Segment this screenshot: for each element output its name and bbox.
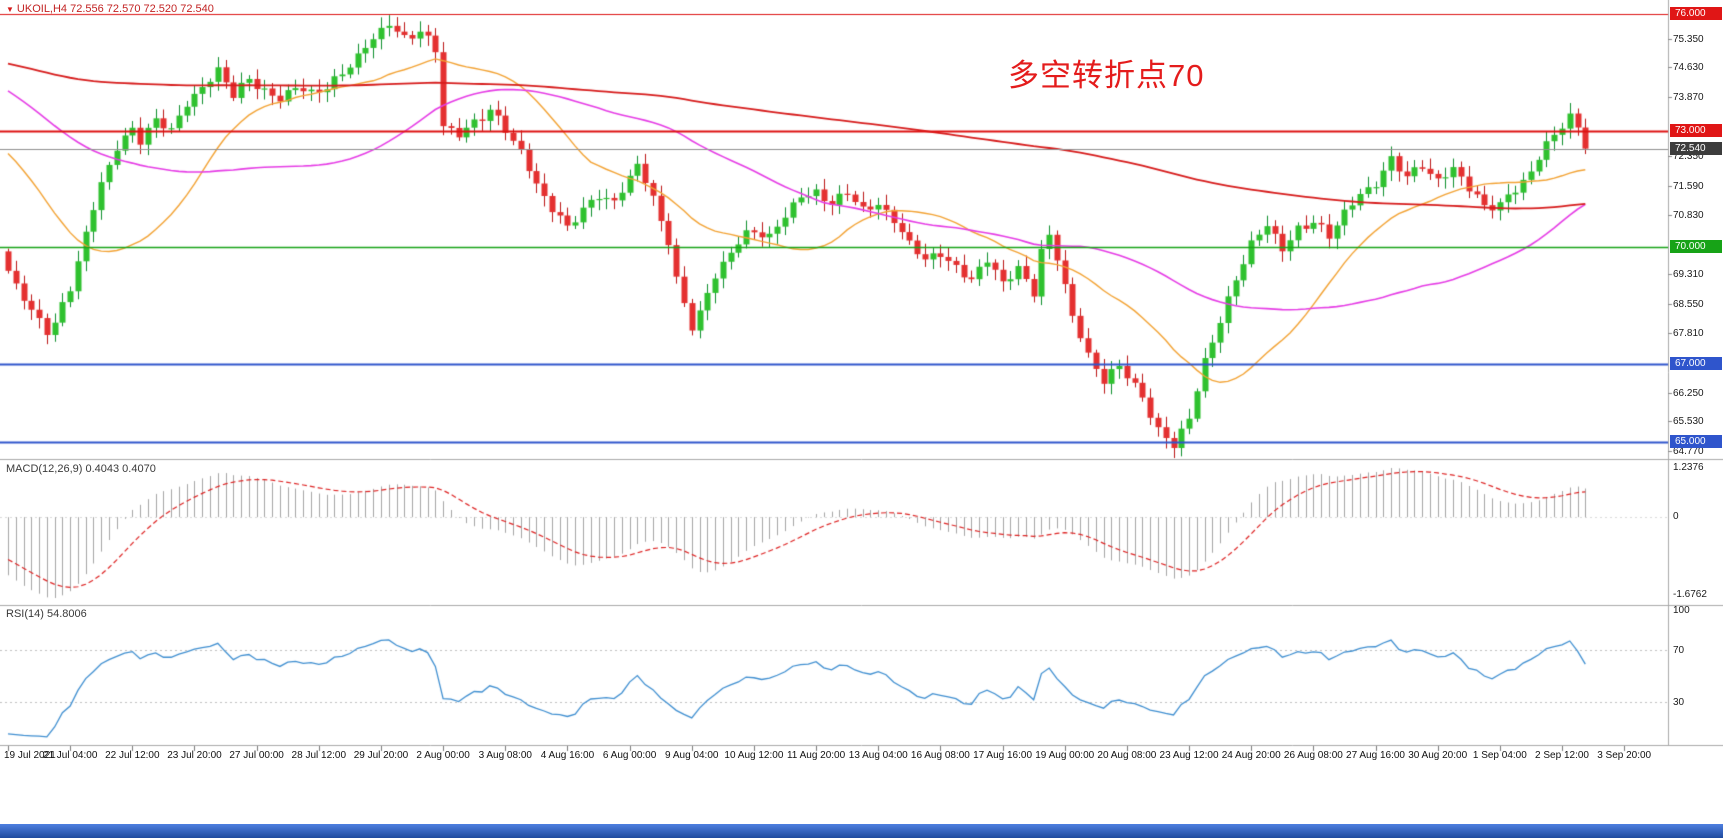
macd-axis-min: -1.6762	[1673, 589, 1707, 600]
price-badge: 76.000	[1670, 7, 1722, 20]
time-label: 4 Aug 16:00	[540, 750, 595, 761]
time-label: 20 Aug 08:00	[1097, 750, 1157, 761]
price-tick: 66.250	[1673, 388, 1704, 400]
price-tick: 65.530	[1673, 416, 1704, 428]
time-label: 6 Aug 00:00	[602, 750, 657, 761]
annotation-text[interactable]: 多空转折点70	[1008, 58, 1205, 93]
time-label: 2 Sep 12:00	[1535, 750, 1589, 761]
time-label: 23 Jul 20:00	[167, 750, 222, 761]
price-tick: 72.350	[1673, 151, 1704, 163]
symbol-marker-icon: ▼	[6, 5, 14, 14]
price-tick: 68.550	[1673, 298, 1704, 310]
time-label: 27 Jul 00:00	[229, 750, 284, 761]
time-label: 13 Aug 04:00	[848, 750, 908, 761]
time-label: 2 Aug 00:00	[416, 750, 470, 761]
time-label: 16 Aug 08:00	[910, 750, 970, 761]
price-tick: 71.590	[1673, 180, 1704, 192]
time-label: 23 Aug 12:00	[1159, 750, 1219, 761]
time-label: 21 Jul 04:00	[42, 750, 98, 761]
symbol-info: ▼ UKOIL,H4 72.556 72.570 72.520 72.540	[6, 3, 214, 15]
rsi-axis-label: 70	[1673, 644, 1685, 656]
bottom-bar	[0, 824, 1723, 838]
time-label: 30 Aug 20:00	[1408, 750, 1468, 761]
price-badge: 70.000	[1670, 240, 1722, 254]
macd-axis-zero: 0	[1673, 511, 1679, 523]
price-tick: 75.350	[1673, 34, 1704, 46]
time-label: 1 Sep 04:00	[1472, 750, 1527, 761]
macd-indicator-label: MACD(12,26,9) 0.4043 0.4070	[6, 463, 156, 475]
time-label: 26 Aug 08:00	[1283, 750, 1343, 761]
price-badge: 67.000	[1670, 357, 1722, 371]
price-tick: 69.310	[1673, 269, 1704, 281]
time-label: 19 Jul 2021	[4, 750, 56, 761]
price-badge: 73.000	[1670, 123, 1722, 137]
time-label: 10 Aug 12:00	[724, 750, 784, 761]
price-tick: 73.870	[1673, 91, 1704, 103]
price-badge: 65.000	[1670, 435, 1722, 449]
rsi-axis-label: 30	[1673, 697, 1685, 709]
time-label: 11 Aug 20:00	[786, 750, 846, 761]
price-tick: 70.830	[1673, 210, 1704, 222]
price-tick: 74.630	[1673, 62, 1704, 74]
macd-axis-max: 1.2376	[1673, 462, 1704, 473]
price-badge: 72.540	[1670, 141, 1722, 155]
time-label: 3 Aug 08:00	[478, 750, 532, 761]
rsi-axis-label: 100	[1673, 605, 1690, 616]
price-tick: 67.810	[1673, 327, 1704, 339]
time-label: 9 Aug 04:00	[665, 750, 719, 761]
time-label: 24 Aug 20:00	[1221, 750, 1281, 761]
time-label: 17 Aug 16:00	[973, 750, 1033, 761]
price-tick: 64.770	[1673, 445, 1704, 457]
rsi-indicator-label: RSI(14) 54.8006	[6, 608, 87, 620]
time-label: 28 Jul 12:00	[291, 750, 347, 761]
time-label: 22 Jul 12:00	[105, 750, 160, 761]
time-label: 29 Jul 20:00	[353, 750, 409, 761]
time-label: 27 Aug 16:00	[1346, 750, 1405, 761]
time-label: 19 Aug 00:00	[1035, 750, 1095, 761]
time-label: 3 Sep 20:00	[1597, 750, 1652, 761]
symbol-ohlc-text: UKOIL,H4 72.556 72.570 72.520 72.540	[16, 3, 214, 15]
